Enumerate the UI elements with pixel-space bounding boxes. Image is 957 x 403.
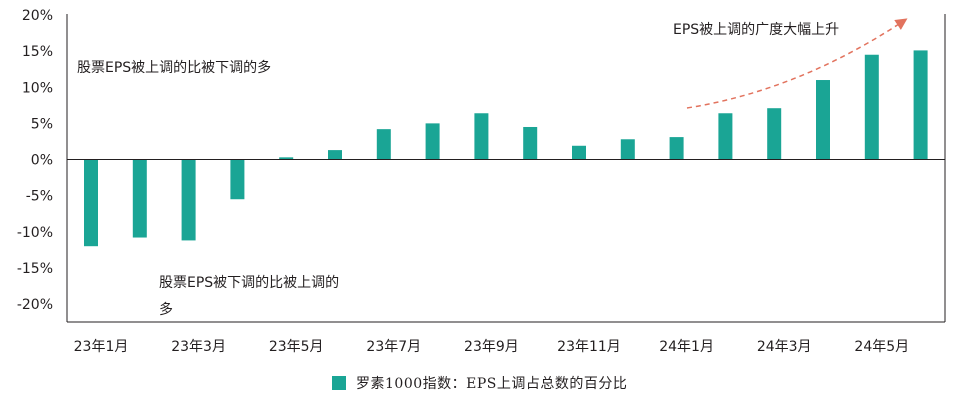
- bar-23年9月: [474, 113, 489, 160]
- bar-23年2月: [132, 159, 147, 238]
- bar-24年6月: [913, 50, 928, 160]
- bar-24年2月: [718, 113, 733, 160]
- y-axis: 20% 15% 10% 5% 0% -5% -10% -15% -20%: [17, 8, 53, 313]
- legend: 罗素1000指数：EPS上调占总数的百分比: [332, 373, 627, 393]
- x-tick-label: 23年5月: [269, 339, 324, 355]
- bar-23年5月: [279, 157, 294, 160]
- x-tick-label: 24年1月: [659, 339, 714, 355]
- y-tick-label: 0%: [31, 153, 53, 169]
- x-tick-label: 23年3月: [171, 339, 226, 355]
- y-tick-label: -20%: [17, 297, 53, 313]
- bar-23年4月: [230, 159, 245, 200]
- bar-23年11月: [572, 145, 586, 160]
- x-tick-label: 23年1月: [74, 339, 129, 355]
- annotation-bottom-line1: 股票EPS被下调的比被上调的: [159, 275, 339, 291]
- bars: [84, 50, 928, 247]
- annotation-bottom-line2: 多: [159, 301, 173, 318]
- bar-23年10月: [523, 126, 538, 160]
- x-tick-label: 23年7月: [366, 339, 421, 355]
- bar-24年5月: [864, 54, 879, 160]
- bar-23年6月: [328, 150, 342, 160]
- x-axis: 23年1月 23年3月 23年5月 23年7月 23年9月 23年11月 24年1月 24年3…: [74, 339, 910, 355]
- bar-23年3月: [181, 159, 196, 241]
- bar-24年4月: [816, 80, 830, 160]
- y-tick-label: -15%: [17, 261, 53, 277]
- legend-swatch: [332, 376, 346, 390]
- y-tick-label: -10%: [17, 225, 53, 241]
- x-tick-label: 24年5月: [854, 339, 909, 355]
- x-tick-label: 24年3月: [757, 339, 812, 355]
- y-tick-label: 5%: [31, 116, 53, 132]
- x-tick-label: 23年9月: [464, 339, 519, 355]
- legend-label: 罗素1000指数：EPS上调占总数的百分比: [356, 376, 628, 392]
- annotation-top-left: 股票EPS被上调的比被下调的多: [77, 59, 271, 76]
- y-tick-label: 20%: [22, 8, 53, 24]
- bar-23年1月: [84, 159, 98, 247]
- annotation-arrow-label: EPS被上调的广度大幅上升: [673, 22, 839, 38]
- bar-23年7月: [376, 129, 391, 160]
- y-tick-label: -5%: [26, 189, 53, 205]
- bar-24年3月: [767, 108, 782, 160]
- bar-24年1月: [669, 137, 684, 160]
- x-tick-label: 23年11月: [557, 339, 621, 355]
- y-tick-label: 10%: [22, 80, 53, 96]
- y-tick-label: 15%: [22, 44, 53, 60]
- bar-23年12月: [620, 139, 635, 160]
- bar-23年8月: [425, 123, 440, 160]
- trend-arrow: [686, 18, 908, 109]
